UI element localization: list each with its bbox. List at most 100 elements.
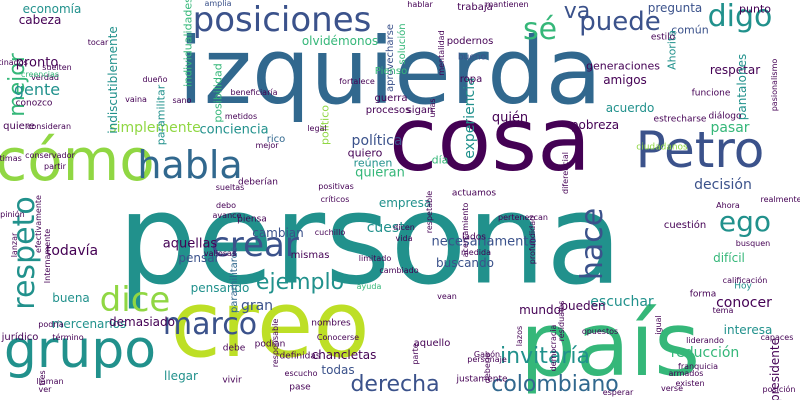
word-simplemente: simplemente [109,120,201,136]
word-mentalidad: mentalidad [437,30,446,76]
word-conocerse: Conocerse [316,333,360,342]
word-ropa: ropa [459,74,483,85]
word-cosa: cosa [389,88,591,191]
word-pasar: pasar [710,120,750,136]
word-realmente: realmente [760,195,800,204]
word-gente: gente [13,80,61,99]
word-respetable: respetable [425,190,434,234]
word-sigan: sigan [406,105,434,116]
word-gabon: Gabón [473,350,501,359]
word-va: va [563,0,591,24]
word-hoy: Hoy [734,281,752,292]
word-generaciones: generaciones [585,59,661,73]
word-conciencia: conciencia [199,122,269,138]
word-legal: legal [307,124,327,133]
word-lazos: lazos [515,325,524,347]
word-limitado: limitado [358,254,392,263]
word-positivas: positivas [318,182,354,191]
word-se: sé [522,12,558,47]
word-acercamiento: acercamiento [461,202,470,258]
word-todavia: todavía [45,243,99,259]
word-franquicia: franquicia [678,362,718,371]
word-posicion: posición [762,385,796,394]
word-buena: buena [52,291,90,305]
word-ejemplo: ejemplo [255,270,345,295]
word-procesos: procesos [365,105,411,116]
word-interesa: interesa [723,323,773,337]
word-pensar: pensar [178,251,220,265]
word-mejor: mejor [255,141,279,150]
word-gran: gran [240,298,274,314]
word-economia: economía [22,2,82,16]
word-parte: parte [411,343,420,365]
word-aprovecharse: aprovecharse [385,24,396,92]
word-mantienen: mantienen [485,0,529,9]
word-trabaja: trabaja [457,2,493,13]
word-tocar: tocar [87,38,109,47]
word-cuchillo: cuchillo [314,228,346,237]
word-quien: quién [491,110,529,126]
word-pertenezcan: pertenezcan [498,213,548,222]
word-acuerdo: acuerdo [605,101,655,115]
word-tres: tres [38,370,47,386]
word-busquen: busquen [735,239,771,248]
word-dice: dice [99,280,171,320]
word-conservador: conservador [25,151,75,160]
word-vida: vida [395,234,413,243]
word-partir: partir [44,162,66,171]
word-esperar: esperar [602,388,634,397]
word-pobreza: pobreza [570,118,620,132]
word-reduccion: reducción [670,345,740,361]
word-forma: forma [689,289,717,300]
word-funcione: funcione [691,88,731,99]
word-llegar: llegar [164,369,198,383]
word-podian: podían [254,339,286,350]
word-juridico: jurídico [1,332,39,343]
word-marco: marco [162,307,258,342]
word-opuestos: opuestos [581,327,619,336]
word-avance: avance [212,211,242,220]
word-colombiano: colombiano [491,372,619,397]
word-pregunta: pregunta [647,1,703,15]
word-pantalones: pantalones [735,53,749,121]
word-guerra: guerra [374,93,408,104]
word-paramilitar: paramilitar [154,84,168,146]
word-termino: término [52,333,84,342]
word-dificil: difícil [713,251,745,265]
word-cuestion: cuestión [663,220,707,231]
word-creo: creo [170,271,370,378]
word-reunen: reúnen [353,156,393,170]
word-deberian: deberían [238,177,278,188]
word-chancletas: chancletas [311,348,377,362]
word-escucho: escucho [284,369,318,378]
word-internamente: Internamente [43,228,52,284]
word-obstinados: obstinados [0,58,28,67]
word-como: cómo [0,126,155,194]
word-definidas: definidas [279,351,321,362]
word-sueltas: sueltas [215,183,245,192]
word-posibilidad: posibilidad [211,63,225,123]
word-necesariamente: necesariamente [431,234,537,250]
word-calificacion: calificación [722,276,768,285]
word-comun: común [671,23,709,37]
word-experiencia: experiencia [462,77,478,159]
word-estilo: estilo [650,32,676,43]
word-ego: ego [718,205,772,238]
word-medida: medida [461,248,491,257]
word-opinion: opinión [0,210,25,219]
word-podernos: podernos [446,36,494,47]
word-vaina: vaina [125,95,147,104]
word-verse: verse [660,384,684,393]
word-metidos: metidos [224,112,258,121]
word-quiero: quiero [347,146,383,160]
word-ayuda: ayuda [356,282,382,291]
word-solucion: solución [397,23,408,65]
word-debe: debe [222,343,246,354]
word-persona: persona [117,167,623,313]
word-fortalece: fortalece [339,77,375,86]
word-ver: ver [38,385,52,394]
word-efectivamente: efectivamente [34,195,43,253]
word-cuesta: cuesta [366,220,414,236]
word-izquierda: izquierda [178,18,602,125]
